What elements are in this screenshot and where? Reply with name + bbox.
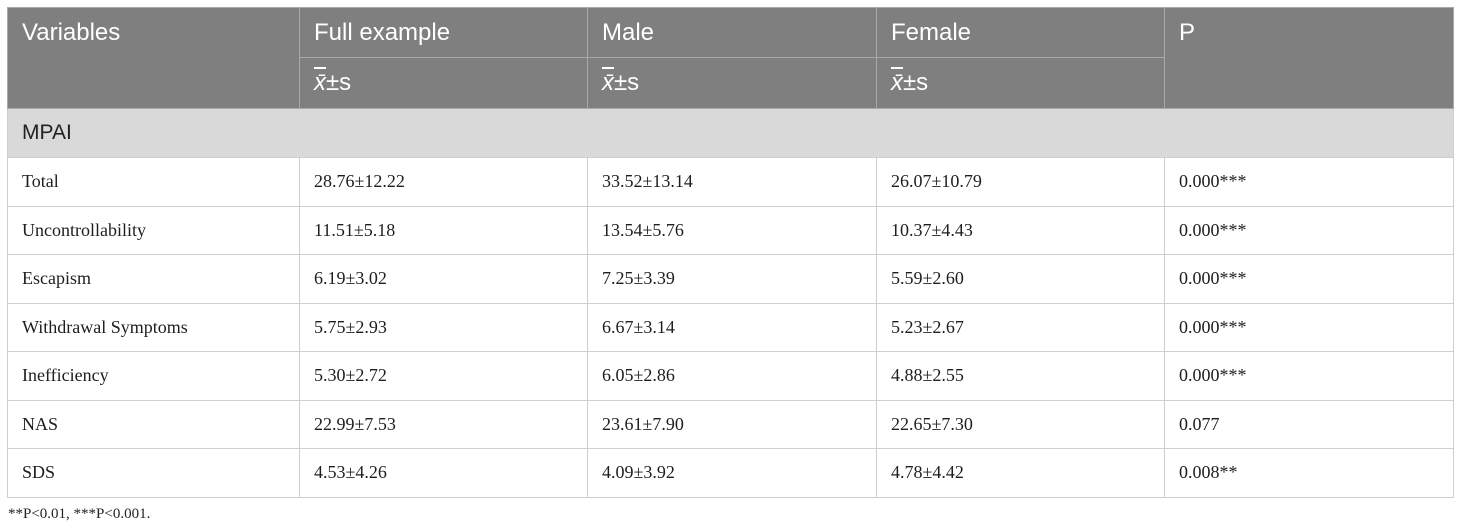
mean-symbol: x̄ [314,69,326,96]
sd-symbol: s [916,69,929,96]
cell-full: 4.53±4.26 [299,448,588,498]
cell-female: 5.23±2.67 [876,302,1165,352]
cell-p: 0.000*** [1164,157,1454,207]
cell-variable: Escapism [7,254,300,304]
section-label: MPAI [7,108,1454,158]
cell-female: 4.78±4.42 [876,448,1165,498]
cell-female: 22.65±7.30 [876,399,1165,449]
pm-symbol: ± [326,69,340,96]
cell-full: 5.30±2.72 [299,351,588,401]
sd-symbol: s [627,69,640,96]
statistics-table: Variables Full example Male Female P x̄±… [7,7,1454,498]
cell-male: 6.67±3.14 [587,302,877,352]
cell-male: 7.25±3.39 [587,254,877,304]
mean-symbol: x̄ [602,69,614,96]
cell-full: 11.51±5.18 [299,205,588,255]
cell-female: 10.37±4.43 [876,205,1165,255]
pm-symbol: ± [614,69,628,96]
cell-p: 0.077 [1164,399,1454,449]
subheader-female-mean-sd: x̄±s [876,57,1165,109]
cell-male: 4.09±3.92 [587,448,877,498]
cell-male: 23.61±7.90 [587,399,877,449]
cell-full: 28.76±12.22 [299,157,588,207]
subheader-full-mean-sd: x̄±s [299,57,588,109]
cell-p: 0.000*** [1164,254,1454,304]
table-row: Inefficiency 5.30±2.72 6.05±2.86 4.88±2.… [7,351,1454,401]
cell-p: 0.000*** [1164,302,1454,352]
table-footnote: **P<0.01, ***P<0.001. [8,506,151,522]
cell-full: 22.99±7.53 [299,399,588,449]
cell-variable: SDS [7,448,300,498]
header-p: P [1164,7,1454,109]
subheader-male-mean-sd: x̄±s [587,57,877,109]
table-row: Total 28.76±12.22 33.52±13.14 26.07±10.7… [7,157,1454,207]
cell-female: 4.88±2.55 [876,351,1165,401]
section-row-mpai: MPAI [7,108,1454,158]
header-female: Female [876,7,1165,58]
header-variables: Variables [7,7,300,109]
sd-symbol: s [339,69,352,96]
cell-male: 13.54±5.76 [587,205,877,255]
cell-variable: Withdrawal Symptoms [7,302,300,352]
cell-male: 6.05±2.86 [587,351,877,401]
cell-variable: NAS [7,399,300,449]
cell-female: 5.59±2.60 [876,254,1165,304]
cell-male: 33.52±13.14 [587,157,877,207]
table-row: NAS 22.99±7.53 23.61±7.90 22.65±7.30 0.0… [7,399,1454,449]
header-full-example: Full example [299,7,588,58]
mean-symbol: x̄ [891,69,903,96]
subheader-row: x̄±s x̄±s x̄±s [8,57,1454,109]
cell-p: 0.000*** [1164,351,1454,401]
cell-variable: Total [7,157,300,207]
cell-p: 0.000*** [1164,205,1454,255]
cell-full: 6.19±3.02 [299,254,588,304]
cell-variable: Inefficiency [7,351,300,401]
table-row: Withdrawal Symptoms 5.75±2.93 6.67±3.14 … [7,302,1454,352]
cell-female: 26.07±10.79 [876,157,1165,207]
pm-symbol: ± [903,69,917,96]
table-row: SDS 4.53±4.26 4.09±3.92 4.78±4.42 0.008*… [7,448,1454,498]
table-row: Escapism 6.19±3.02 7.25±3.39 5.59±2.60 0… [7,254,1454,304]
header-row: Variables Full example Male Female P [7,7,1454,109]
cell-p: 0.008** [1164,448,1454,498]
header-male: Male [587,7,877,58]
cell-full: 5.75±2.93 [299,302,588,352]
cell-variable: Uncontrollability [7,205,300,255]
table-row: Uncontrollability 11.51±5.18 13.54±5.76 … [7,205,1454,255]
